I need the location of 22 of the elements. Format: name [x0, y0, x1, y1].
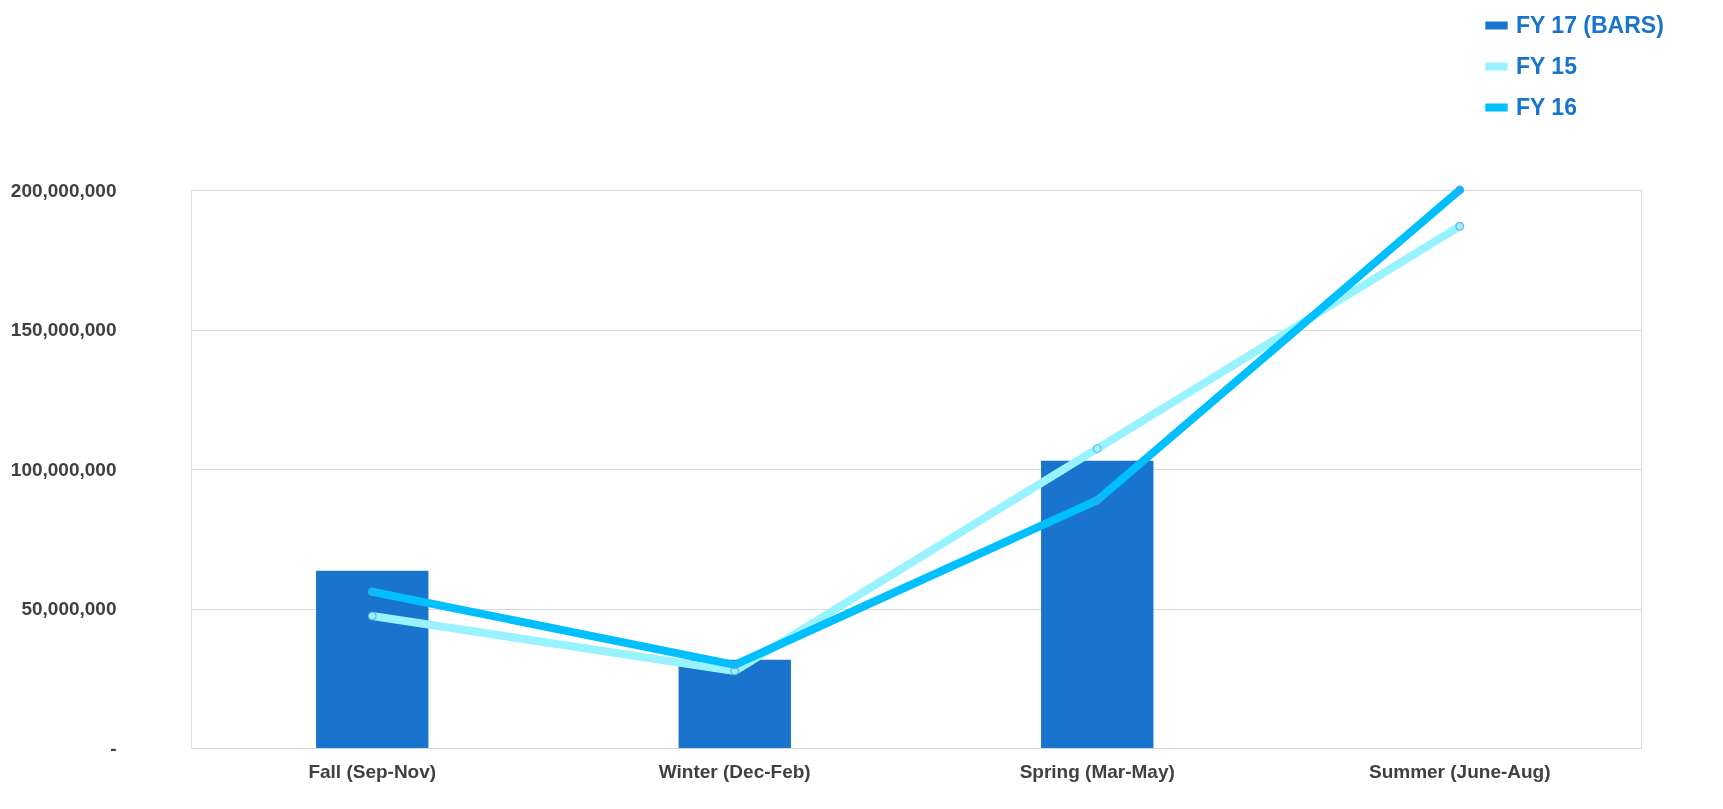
x-tick-label: Fall (Sep-Nov) [308, 760, 437, 782]
point [367, 611, 377, 621]
point [1092, 444, 1102, 454]
bar [1041, 460, 1154, 748]
point [1092, 495, 1102, 505]
x-tick-label: Spring (Mar-May) [1019, 760, 1175, 782]
x-tick-label: Summer (June-Aug) [1368, 760, 1551, 782]
bar [316, 570, 429, 748]
x-tick-label: Winter (Dec-Feb) [658, 760, 811, 782]
y-tick-label: 150,000,000 [10, 319, 117, 340]
point [1455, 185, 1465, 195]
legend-label: FY 16 [1516, 93, 1577, 120]
point [367, 587, 377, 597]
point [730, 660, 740, 670]
y-tick-label: 100,000,000 [10, 458, 117, 480]
point [1455, 221, 1465, 231]
legend-label: FY 17 (BARS) [1516, 11, 1664, 38]
legend-label: FY 15 [1516, 52, 1578, 79]
y-tick-label: 200,000,000 [10, 179, 117, 201]
y-tick-label: 50,000,000 [21, 598, 117, 619]
bar [678, 659, 791, 748]
y-tick-label: - [110, 737, 117, 759]
